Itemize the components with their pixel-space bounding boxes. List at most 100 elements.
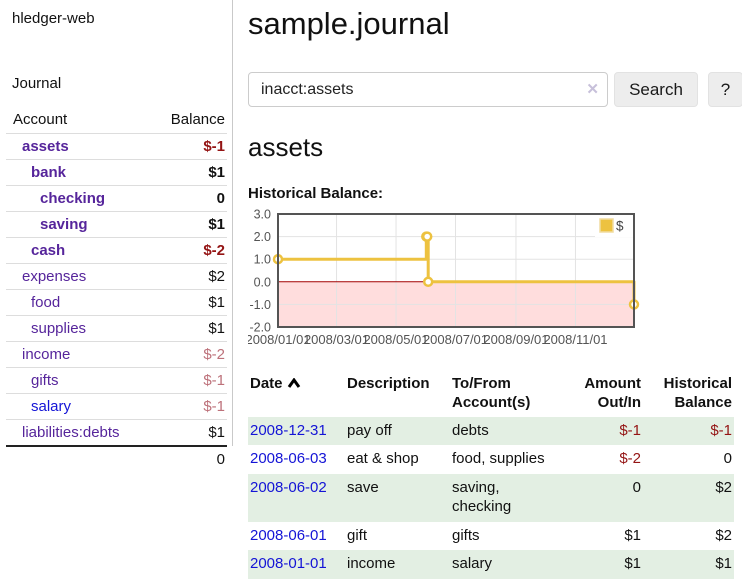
account-row: checking 0 [6, 185, 227, 212]
account-row: supplies $1 [6, 315, 227, 342]
account-balance: $2 [208, 268, 225, 285]
transaction-balance: $2 [715, 478, 732, 496]
x-axis-tick-label: 2008/05/01 [363, 332, 428, 347]
account-link[interactable]: expenses [22, 268, 87, 285]
account-row: gifts $-1 [6, 367, 227, 394]
transaction-description: pay off [347, 421, 392, 439]
transaction-description: gift [347, 526, 368, 544]
sidebar: hledger-web Journal Account Balance asse… [0, 0, 233, 468]
account-link[interactable]: cash [31, 242, 66, 259]
transaction-amount: $-1 [619, 421, 641, 439]
account-row: cash $-2 [6, 237, 227, 264]
transaction-date-link[interactable]: 2008-06-02 [250, 478, 327, 496]
account-row: income $-2 [6, 341, 227, 368]
transaction-date-link[interactable]: 2008-06-03 [250, 450, 327, 468]
transaction-accounts: saving, checking [452, 478, 512, 516]
search-input-wrap: ✕ [248, 72, 608, 107]
x-axis-tick-label: 2008/11/01 [543, 332, 607, 347]
transaction-row: 2008-06-01 gift gifts $1 $2 [248, 522, 734, 551]
account-link[interactable]: income [22, 346, 71, 363]
sort-asc-icon [287, 377, 300, 388]
chart-title: Historical Balance: [248, 185, 384, 202]
transaction-description: income [347, 555, 396, 573]
transaction-balance: $-1 [710, 421, 732, 439]
account-link[interactable]: supplies [31, 320, 87, 337]
search-button[interactable]: Search [614, 72, 698, 107]
account-balance: $-1 [203, 372, 225, 389]
account-balance: $-2 [203, 242, 225, 259]
x-axis-tick-label: 2008/07/01 [423, 332, 488, 347]
account-link[interactable]: gifts [31, 372, 59, 389]
page-title: sample.journal [248, 6, 450, 41]
transaction-amount: $1 [624, 555, 641, 573]
account-row: salary $-1 [6, 393, 227, 420]
search-input[interactable] [248, 72, 608, 107]
chart-point-marker [422, 276, 434, 288]
accounts-table-body: assets $-1 bank $1 checking 0 saving $1 cash $-2 e… [6, 133, 227, 447]
account-balance: $1 [208, 320, 225, 337]
search-form: ✕ Search ? [248, 72, 742, 107]
app-title-link[interactable]: hledger-web [12, 10, 95, 27]
accounts-header-balance: Balance [170, 111, 225, 128]
chart-point-marker [421, 231, 433, 242]
account-link[interactable]: food [31, 294, 61, 311]
account-row: expenses $2 [6, 263, 227, 290]
transaction-accounts: debts [452, 421, 489, 439]
x-axis-tick-label: 2008/03/01 [304, 332, 369, 347]
accounts-total-row: 0 [6, 446, 227, 472]
chart-legend-label: $ [616, 219, 624, 234]
y-axis-tick-label: 3.0 [254, 209, 271, 222]
y-axis-tick-label: -1.0 [249, 298, 271, 312]
accounts-header-account: Account [13, 111, 68, 128]
register-header-historical-balance: Historical Balance [663, 375, 732, 411]
account-balance: 0 [216, 190, 225, 207]
main-content: sample.journal ✕ Search ? assets Histori… [233, 0, 742, 579]
accounts-total-value: 0 [216, 451, 225, 468]
chart-legend-swatch [599, 218, 614, 233]
transaction-row: 2008-12-31 pay off debts $-1 $-1 [248, 416, 734, 446]
account-balance: $1 [208, 164, 225, 181]
accounts-total-spacer [6, 446, 154, 472]
account-balance: $-1 [203, 398, 225, 415]
register-header-date[interactable]: Date [248, 373, 345, 417]
help-button[interactable]: ? [708, 72, 742, 107]
account-link[interactable]: salary [31, 398, 72, 415]
accounts-table-header: Account Balance [6, 107, 227, 134]
register-header-description: Description [347, 375, 430, 392]
transaction-balance: 0 [723, 450, 732, 468]
account-link[interactable]: bank [31, 164, 67, 181]
y-axis-tick-label: 1.0 [254, 253, 271, 267]
account-link[interactable]: assets [22, 138, 69, 155]
register-header-amount-out-in: Amount Out/In [584, 375, 641, 411]
account-row: liabilities:debts $1 [6, 419, 227, 447]
sidebar-item-journal[interactable]: Journal [12, 75, 62, 92]
chart-border [277, 213, 635, 328]
account-balance: $1 [208, 424, 225, 441]
transaction-amount: $1 [624, 526, 641, 544]
account-balance: $1 [208, 294, 225, 311]
account-row: bank $1 [6, 159, 227, 186]
account-balance: $1 [208, 216, 225, 233]
account-balance: $-2 [203, 346, 225, 363]
account-heading: assets [248, 132, 324, 162]
transaction-date-link[interactable]: 2008-01-01 [250, 555, 327, 573]
transaction-accounts: salary [452, 555, 493, 573]
transaction-description: eat & shop [347, 450, 419, 468]
transaction-balance: $2 [715, 526, 732, 544]
clear-search-icon[interactable]: ✕ [586, 81, 599, 98]
account-balance: $-1 [203, 138, 225, 155]
account-link[interactable]: checking [40, 190, 106, 207]
register-table-body: 2008-12-31 pay off debts $-1 $-1 2008-06-03 ea… [248, 416, 734, 579]
y-axis-tick-label: 2.0 [254, 230, 271, 244]
transaction-balance: $1 [715, 555, 732, 573]
register-table: Date Description To/From Account(s) Amount … [248, 373, 734, 579]
transaction-row: 2008-01-01 income salary $1 $1 [248, 550, 734, 579]
account-link[interactable]: liabilities:debts [22, 424, 120, 441]
transaction-row: 2008-06-03 eat & shop food, supplies $-2 0 [248, 445, 734, 474]
transaction-date-link[interactable]: 2008-12-31 [250, 421, 327, 439]
transaction-date-link[interactable]: 2008-06-01 [250, 526, 327, 544]
y-axis-tick-label: 0.0 [254, 275, 271, 289]
x-axis-tick-label: 2008/01/01 [248, 332, 311, 347]
account-link[interactable]: saving [40, 216, 88, 233]
